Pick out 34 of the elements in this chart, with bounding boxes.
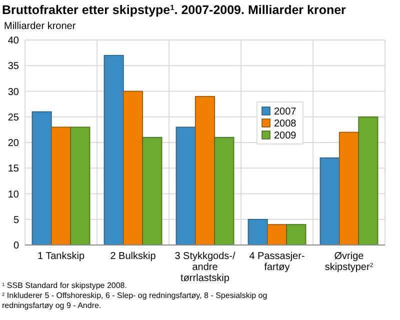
- bar: [248, 218, 268, 246]
- bar: [123, 90, 143, 246]
- y-tick-label: 0: [13, 240, 20, 252]
- y-tick-label: 5: [13, 214, 20, 226]
- bar: [104, 54, 124, 246]
- x-tick-label: 4 Passasjer- fartøy: [249, 251, 305, 273]
- chart-title: Bruttofrakter etter skipstype$^{1}$. 2007-2009. Milliarder kroner: [2, 2, 346, 17]
- bar: [286, 224, 306, 246]
- x-tick-label: 1 Tankskip: [37, 251, 85, 262]
- bar: [195, 96, 215, 246]
- x-tick-label: 2 Bulkskip: [110, 251, 156, 262]
- y-tick-label: 10: [8, 189, 20, 200]
- bar: [70, 126, 90, 246]
- bar: [267, 224, 287, 246]
- y-tick-label: 25: [8, 112, 20, 124]
- x-tick-label: 3 Stykkgods-/ andre tørrlastskip: [174, 251, 236, 284]
- x-tick-label: Øvrige skipstyper$^{2}$: [324, 251, 374, 273]
- bar: [214, 136, 234, 246]
- y-tick-label: 35: [8, 61, 20, 72]
- bar: [358, 116, 378, 246]
- y-tick-label: 30: [8, 86, 20, 98]
- y-tick-label: 15: [8, 164, 20, 175]
- y-tick-label: 20: [8, 138, 20, 149]
- bar: [176, 126, 196, 246]
- legend-label: 2009: [274, 130, 297, 142]
- bar: [320, 157, 340, 246]
- y-axis-title: Milliarder kroner: [4, 21, 76, 32]
- bar: [51, 126, 71, 246]
- y-tick-label: 40: [8, 36, 20, 46]
- bar: [32, 111, 52, 246]
- bar: [142, 136, 162, 246]
- legend-label: 2007: [274, 106, 297, 118]
- bar: [339, 132, 359, 246]
- legend-label: 2008: [274, 118, 297, 130]
